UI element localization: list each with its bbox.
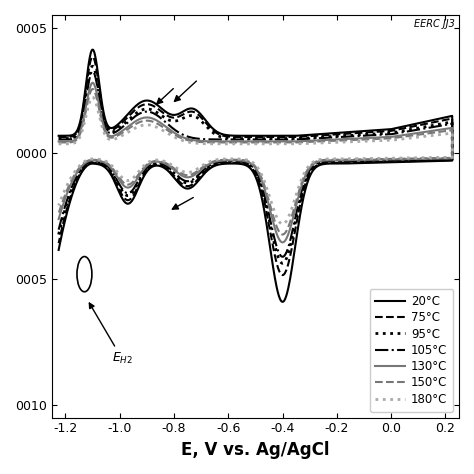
Text: $E_{H2}$: $E_{H2}$ xyxy=(89,303,133,366)
Text: EERC JJ3: EERC JJ3 xyxy=(414,19,455,29)
Legend: 20°C, 75°C, 95°C, 105°C, 130°C, 150°C, 180°C: 20°C, 75°C, 95°C, 105°C, 130°C, 150°C, 1… xyxy=(370,289,453,412)
X-axis label: E, V vs. Ag/AgCl: E, V vs. Ag/AgCl xyxy=(181,441,330,459)
